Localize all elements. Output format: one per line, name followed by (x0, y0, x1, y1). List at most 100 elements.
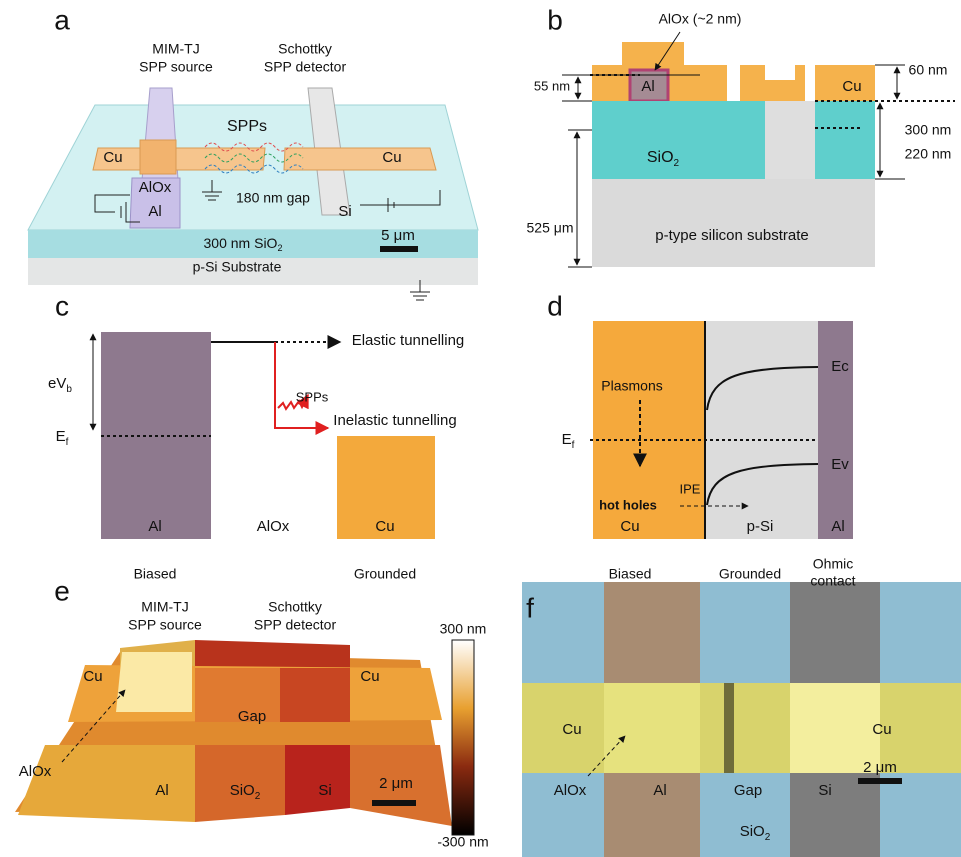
annotation: Inelastic tunnelling (333, 412, 456, 429)
text-base: eV (48, 375, 66, 392)
psi-band (705, 321, 818, 539)
annotation: Gap (238, 708, 266, 725)
annotation: Si (338, 203, 351, 220)
text-base: 300 nm SiO (204, 235, 278, 251)
panel-label: b (547, 4, 563, 35)
annotation: Schottky (278, 41, 332, 57)
annotation: hot holes (599, 497, 657, 512)
colorbar (452, 640, 474, 835)
annotation: AlOx (19, 763, 52, 780)
annotation: 60 nm (909, 62, 948, 78)
annotation: 55 nm (534, 78, 570, 93)
text-subscript: f (572, 440, 575, 451)
panel-label: a (54, 4, 70, 35)
figure: a MIM-TJ SPP source Schottky SPP detector SPP… (0, 0, 961, 857)
cu-top-pad (622, 42, 684, 66)
text-subscript: f (66, 437, 69, 448)
annotation: Cu (382, 149, 401, 166)
annotation: Biased (609, 566, 652, 582)
annotation: MIM-TJ (141, 599, 188, 615)
annotation: Ec (831, 358, 849, 375)
panel-label: e (54, 575, 70, 606)
annotation: Si (818, 782, 831, 799)
annotation: 300 nm (440, 621, 487, 637)
annotation: eVb (48, 375, 72, 395)
text-base: SiO (230, 782, 255, 799)
scale-bar (380, 246, 418, 252)
panel-label: d (547, 290, 563, 321)
annotation: p-Si Substrate (193, 259, 282, 275)
annotation: AlOx (139, 179, 172, 196)
annotation: Ef (56, 428, 69, 448)
annotation: 2 μm (863, 759, 897, 776)
cu-strip-right (284, 148, 436, 170)
sem-gap (724, 683, 734, 773)
text-base: E (56, 428, 66, 445)
text-base: SiO (740, 823, 765, 840)
annotation: p-type silicon substrate (655, 227, 808, 244)
substrate (592, 179, 875, 267)
scale-bar (858, 778, 902, 784)
afm-si (285, 745, 350, 815)
afm-si-cu (280, 668, 350, 722)
annotation: -300 nm (437, 834, 488, 850)
afm-al-cu (116, 652, 192, 712)
annotation: Cu (872, 721, 891, 738)
text-base: E (562, 431, 572, 448)
annotation: AlOx (~2 nm) (659, 11, 742, 27)
annotation: IPE (680, 481, 701, 496)
annotation: SPP source (139, 59, 213, 75)
annotation: Al (148, 203, 161, 220)
annotation: AlOx (554, 782, 587, 799)
annotation: Biased (134, 566, 177, 582)
annotation: MIM-TJ (152, 41, 199, 57)
annotation: Schottky (268, 599, 322, 615)
annotation: 5 μm (381, 227, 415, 244)
annotation: Al (831, 518, 844, 535)
annotation: 525 μm (527, 220, 574, 236)
trench (765, 101, 815, 179)
annotation: Cu (842, 78, 861, 95)
annotation: Al (641, 78, 654, 95)
scale-bar (372, 800, 416, 806)
annotation: 300 nm (905, 122, 952, 138)
annotation: 220 nm (905, 146, 952, 162)
annotation: contact (810, 573, 855, 589)
text-subscript: 2 (277, 243, 282, 253)
annotation: Elastic tunnelling (352, 332, 465, 349)
annotation: SPPs (296, 389, 329, 404)
annotation: Al (155, 782, 168, 799)
annotation: Cu (375, 518, 394, 535)
annotation: 180 nm gap (236, 190, 310, 206)
annotation: Grounded (719, 566, 781, 582)
annotation: Cu (562, 721, 581, 738)
annotation: Al (148, 518, 161, 535)
cu-layer (740, 65, 805, 101)
inelastic-arrow (275, 342, 328, 428)
text-subscript: 2 (255, 791, 261, 802)
annotation: Ohmic (813, 556, 853, 572)
sem-al-cu (604, 683, 700, 773)
text-base: SiO (647, 149, 674, 166)
panel-label: f (526, 592, 534, 623)
annotation: Ev (831, 456, 849, 473)
annotation: AlOx (257, 518, 290, 535)
annotation: SPP detector (264, 59, 347, 75)
text-subscript: b (66, 384, 72, 395)
annotation: SPP detector (254, 617, 337, 633)
annotation: Cu (83, 668, 102, 685)
junction-pad (140, 140, 176, 174)
annotation: Cu (620, 518, 639, 535)
text-subscript: 2 (674, 158, 680, 169)
panel-label: c (55, 290, 69, 321)
annotation: Al (653, 782, 666, 799)
sio2-layer (592, 101, 875, 179)
text-subscript: 2 (765, 832, 771, 843)
annotation: Si (318, 782, 331, 799)
annotation: 2 μm (379, 775, 413, 792)
al-band (818, 321, 853, 539)
annotation: Cu (360, 668, 379, 685)
annotation: Grounded (354, 566, 416, 582)
annotation: 300 nm SiO2 (204, 235, 283, 254)
annotation: Cu (103, 149, 122, 166)
